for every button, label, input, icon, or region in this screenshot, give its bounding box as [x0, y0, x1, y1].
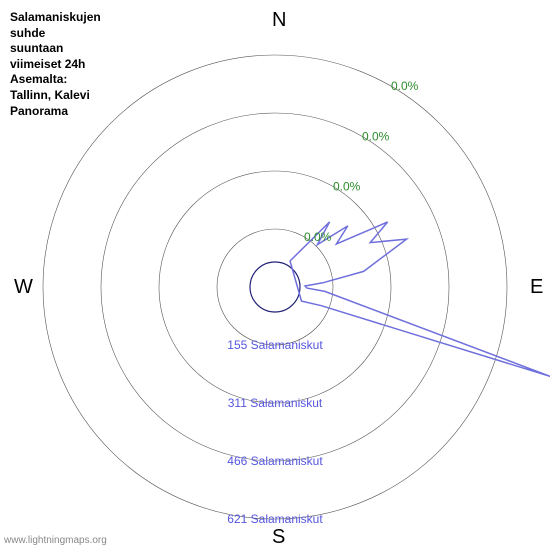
ring-value-label: 155 Salamaniskut: [227, 338, 323, 352]
cardinal-w: W: [14, 276, 33, 298]
ring-value-labels: 155 Salamaniskut 311 Salamaniskut 466 Sala…: [227, 338, 323, 526]
chart-container: Salamaniskujen suhde suuntaan viimeiset …: [0, 0, 550, 550]
percent-label: 0.0%: [391, 79, 419, 93]
percent-label: 0.0%: [304, 230, 332, 244]
percent-labels: 0.0% 0.0% 0.0% 0.0%: [304, 79, 419, 244]
ring-value-label: 311 Salamaniskut: [228, 396, 323, 410]
concentric-rings: [43, 55, 507, 519]
cardinal-n: N: [272, 9, 286, 31]
polar-chart-svg: 0.0% 0.0% 0.0% 0.0% 155 Salamaniskut 311 Sal…: [0, 0, 550, 550]
footer-url: www.lightningmaps.org: [4, 535, 107, 546]
percent-label: 0.0%: [362, 129, 390, 143]
ring-value-label: 466 Salamaniskut: [227, 454, 323, 468]
cardinal-s: S: [272, 526, 285, 548]
percent-label: 0.0%: [333, 180, 361, 194]
ring-value-label: 621 Salamaniskut: [227, 512, 323, 526]
rose-shape: [290, 222, 550, 377]
cardinal-e: E: [530, 276, 543, 298]
